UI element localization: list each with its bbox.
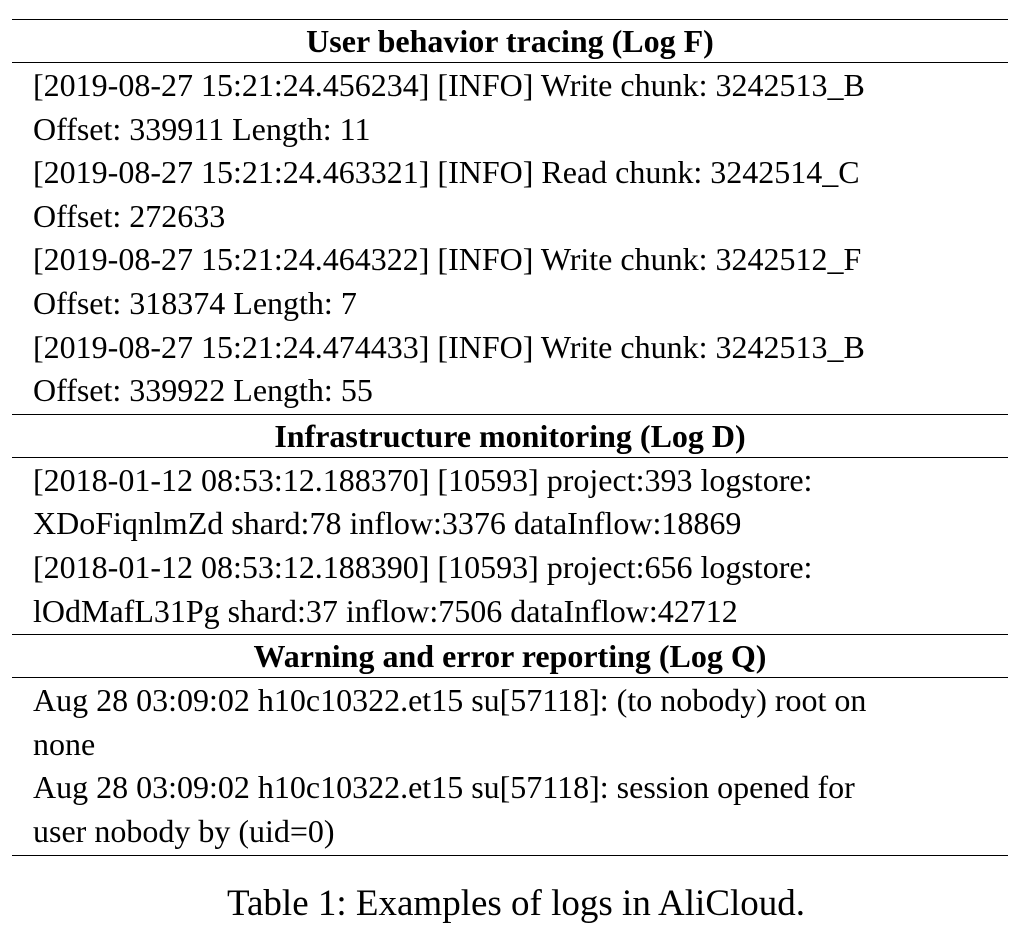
section-rule: [12, 677, 1008, 679]
log-line: user nobody by (uid=0): [33, 812, 335, 849]
section-body-user-behavior: [2019-08-27 15:21:24.456234] [INFO] Writ…: [12, 63, 1008, 414]
log-line: [2019-08-27 15:21:24.464322] [INFO] Writ…: [33, 241, 862, 278]
log-line: Offset: 318374 Length: 7: [33, 284, 357, 321]
log-line: XDoFiqnlmZd shard:78 inflow:3376 dataInf…: [33, 505, 742, 542]
section-rule: [12, 62, 1008, 63]
table-top-rule: [12, 19, 1008, 20]
log-line: [2018-01-12 08:53:12.188390] [10593] pro…: [33, 548, 813, 585]
section-header-user-behavior: User behavior tracing (Log F): [306, 23, 714, 59]
log-line: Aug 28 03:09:02 h10c10322.et15 su[57118]…: [33, 682, 867, 719]
section-body-warning-error: Aug 28 03:09:02 h10c10322.et15 su[57118]…: [12, 678, 1008, 854]
log-line: Offset: 339922 Length: 55: [33, 372, 373, 409]
section-rule: [12, 634, 1008, 636]
log-line: [2018-01-12 08:53:12.188370] [10593] pro…: [33, 461, 813, 498]
log-line: Aug 28 03:09:02 h10c10322.et15 su[57118]…: [33, 769, 855, 806]
log-line: none: [33, 725, 96, 762]
log-line: [2019-08-27 15:21:24.463321] [INFO] Read…: [33, 154, 860, 191]
log-examples-table: User behavior tracing (Log F) [2019-08-2…: [12, 19, 1008, 856]
section-rule: [12, 413, 1008, 415]
log-line: [2019-08-27 15:21:24.474433] [INFO] Writ…: [33, 328, 865, 365]
log-line: lOdMafL31Pg shard:37 inflow:7506 dataInf…: [33, 592, 738, 629]
table-caption: Table 1: Examples of logs in AliCloud.: [226, 883, 806, 924]
section-rule: [12, 456, 1008, 458]
section-header-warning-error: Warning and error reporting (Log Q): [253, 638, 767, 675]
section-header-infrastructure: Infrastructure monitoring (Log D): [274, 417, 746, 454]
section-body-infrastructure: [2018-01-12 08:53:12.188370] [10593] pro…: [12, 458, 1008, 634]
log-line: [2019-08-27 15:21:24.456234] [INFO] Writ…: [33, 67, 865, 103]
table-bottom-rule: [12, 854, 1008, 856]
log-line: Offset: 339911 Length: 11: [33, 110, 371, 147]
log-line: Offset: 272633: [33, 197, 226, 234]
